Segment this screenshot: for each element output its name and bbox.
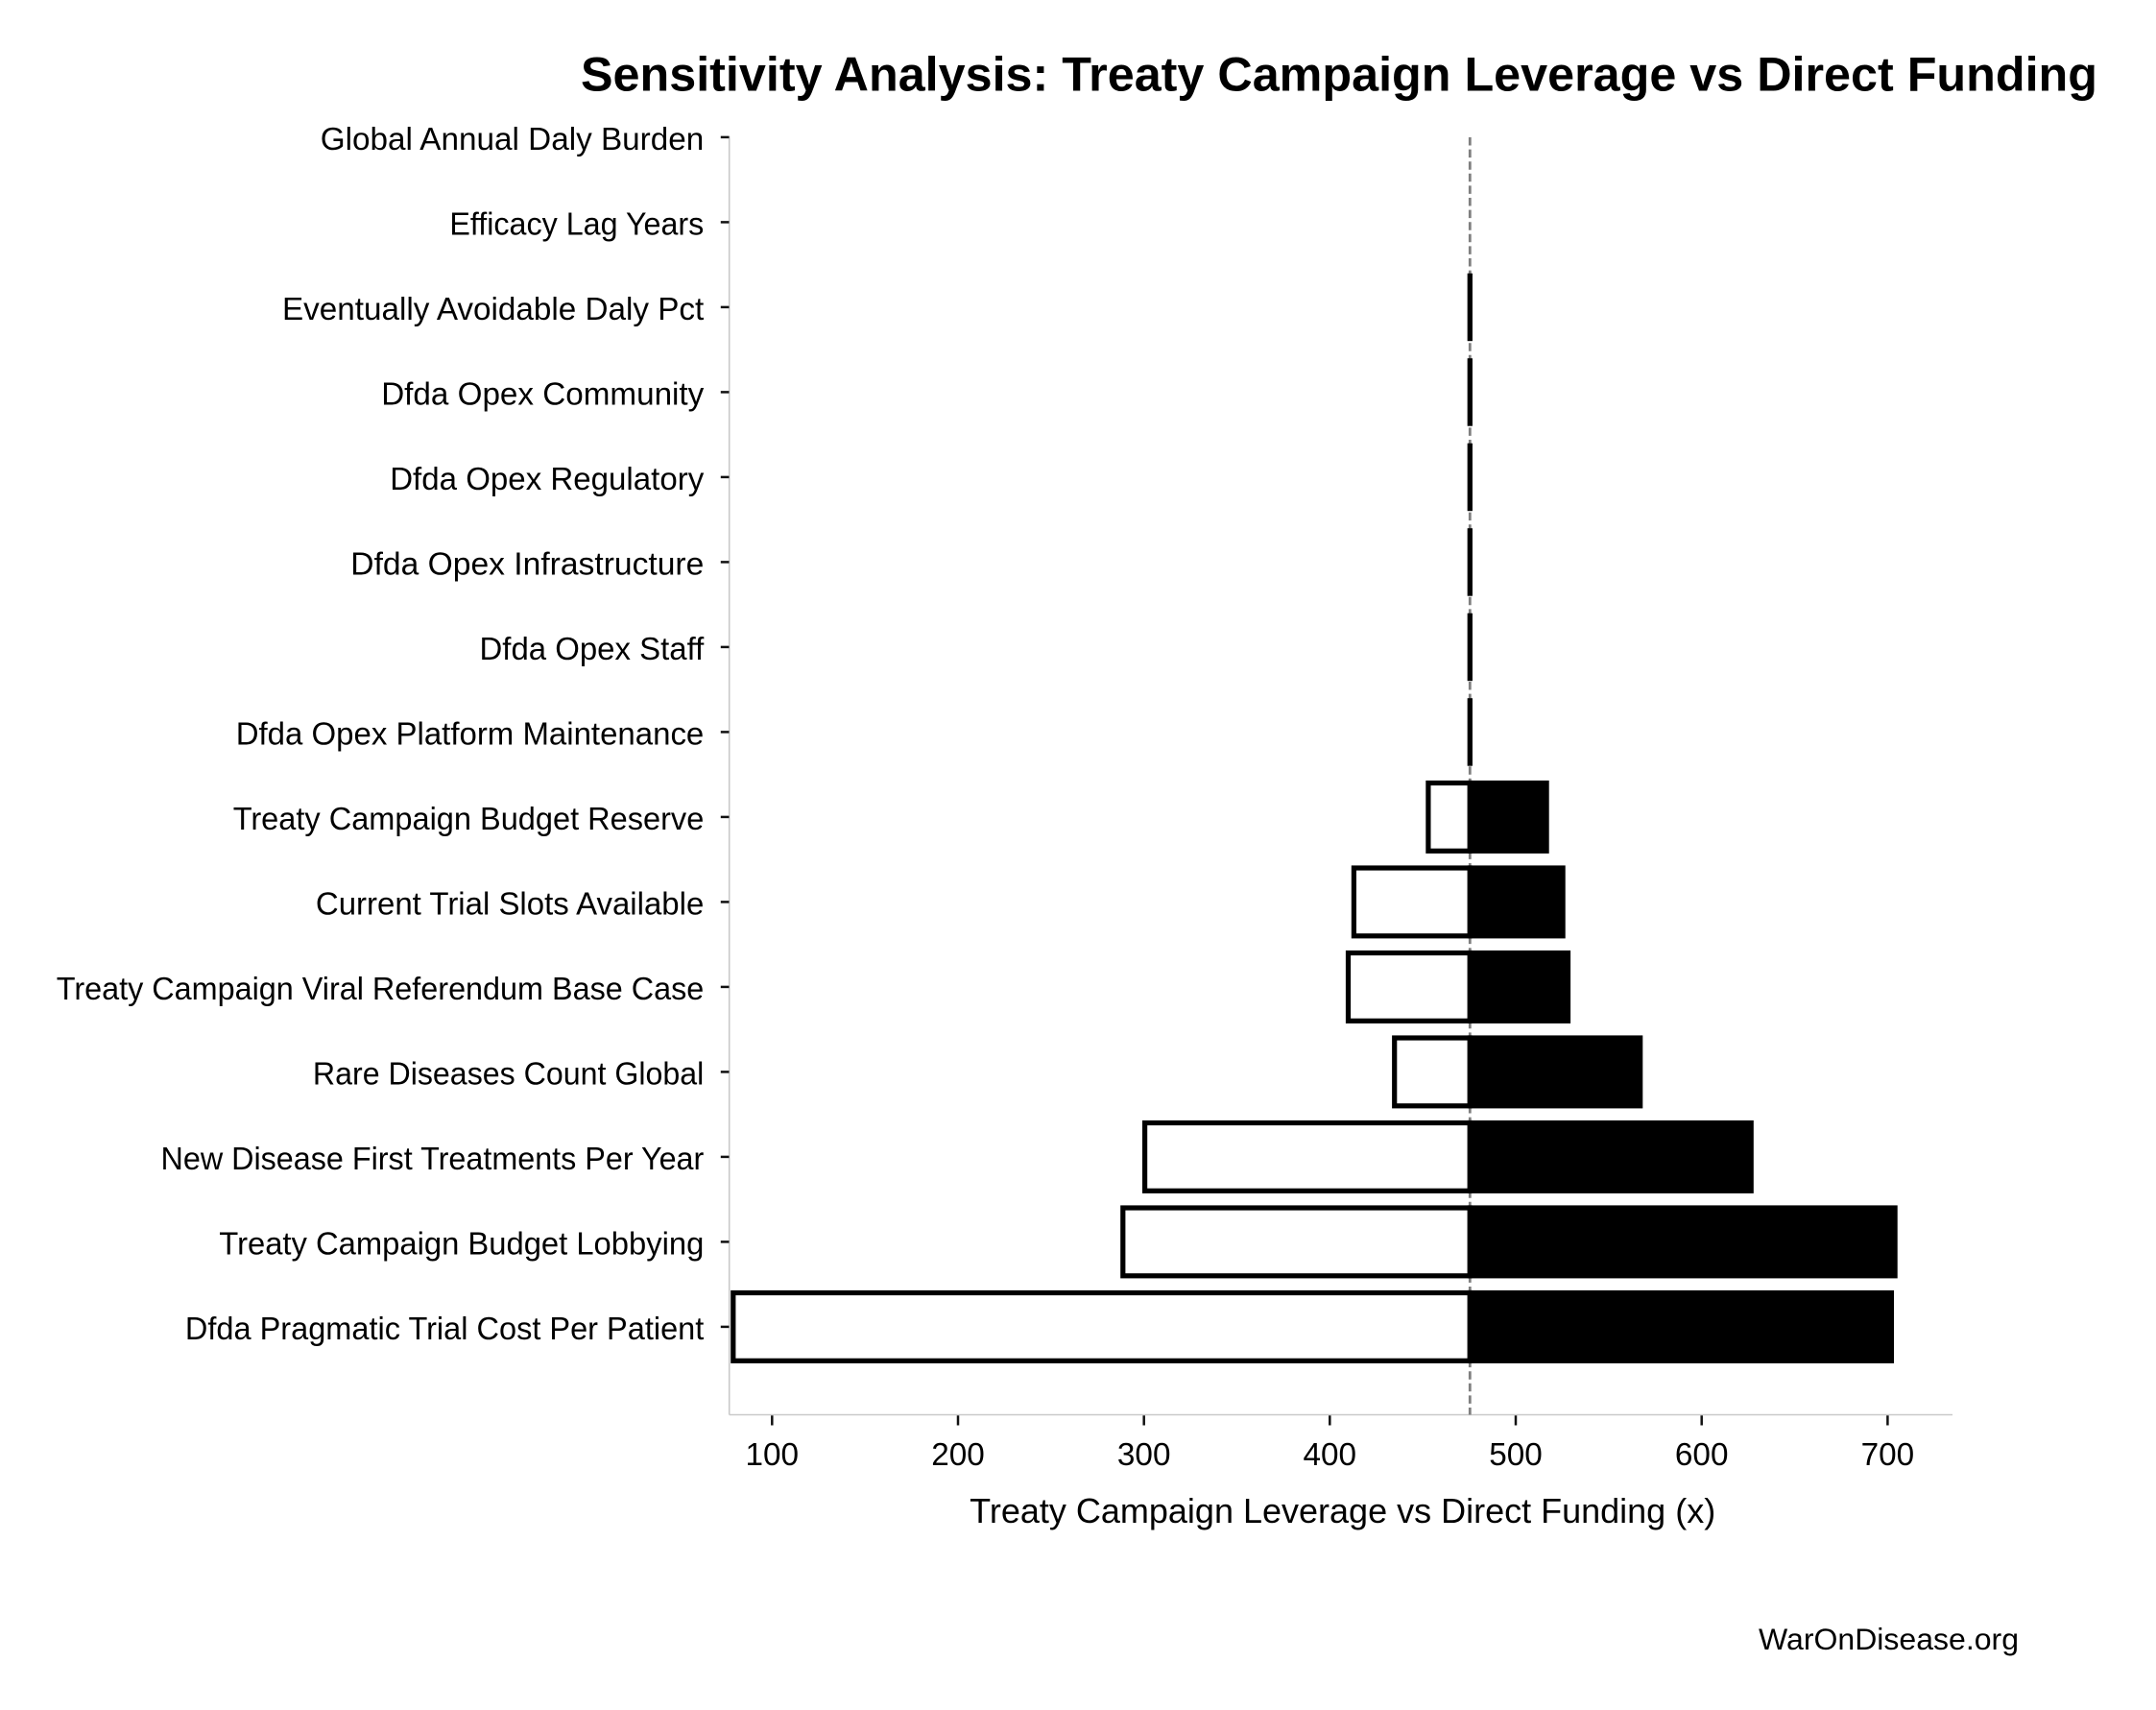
svg-text:Dfda Opex Infrastructure: Dfda Opex Infrastructure (350, 546, 704, 582)
svg-text:Current Trial Slots Available: Current Trial Slots Available (316, 886, 704, 922)
svg-text:200: 200 (931, 1437, 985, 1473)
svg-text:400: 400 (1304, 1437, 1357, 1473)
svg-text:Dfda Opex Community: Dfda Opex Community (381, 376, 704, 412)
svg-text:Treaty Campaign Budget Reserve: Treaty Campaign Budget Reserve (233, 802, 705, 837)
svg-text:700: 700 (1861, 1437, 1915, 1473)
svg-text:Efficacy Lag Years: Efficacy Lag Years (449, 206, 704, 242)
svg-text:Dfda Opex Regulatory: Dfda Opex Regulatory (390, 462, 704, 497)
svg-text:Treaty Campaign Budget Lobbyin: Treaty Campaign Budget Lobbying (219, 1226, 704, 1262)
svg-text:WarOnDisease.org: WarOnDisease.org (1759, 1622, 2019, 1656)
svg-text:Dfda Opex Staff: Dfda Opex Staff (480, 632, 706, 667)
svg-text:Sensitivity Analysis: Treaty C: Sensitivity Analysis: Treaty Campaign Le… (581, 48, 2097, 102)
svg-text:600: 600 (1675, 1437, 1729, 1473)
svg-text:Eventually Avoidable Daly Pct: Eventually Avoidable Daly Pct (282, 292, 704, 327)
svg-text:Dfda Pragmatic Trial Cost Per: Dfda Pragmatic Trial Cost Per Patient (185, 1312, 704, 1347)
svg-text:100: 100 (746, 1437, 800, 1473)
svg-text:Treaty Campaign Leverage vs Di: Treaty Campaign Leverage vs Direct Fundi… (970, 1492, 1715, 1530)
svg-text:Rare Diseases Count Global: Rare Diseases Count Global (313, 1056, 704, 1092)
svg-text:New Disease First Treatments P: New Disease First Treatments Per Year (161, 1142, 705, 1177)
svg-text:300: 300 (1117, 1437, 1171, 1473)
svg-text:Global Annual Daly Burden: Global Annual Daly Burden (321, 122, 705, 157)
svg-text:Dfda Opex Platform Maintenance: Dfda Opex Platform Maintenance (236, 716, 705, 752)
svg-text:500: 500 (1489, 1437, 1543, 1473)
svg-text:Treaty Campaign Viral Referend: Treaty Campaign Viral Referendum Base Ca… (57, 972, 705, 1007)
